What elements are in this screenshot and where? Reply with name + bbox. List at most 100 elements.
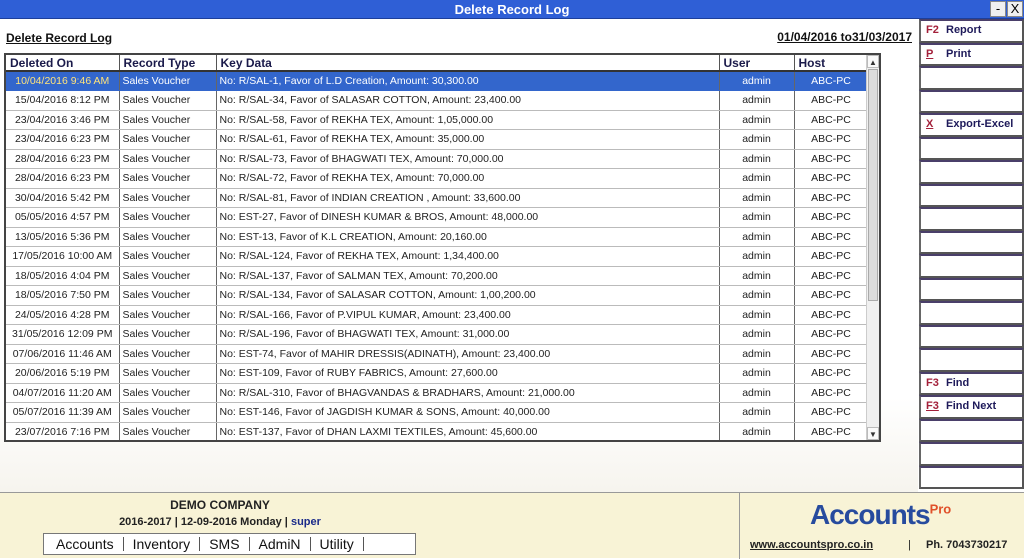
scroll-up-icon[interactable]: ▲ [867, 55, 879, 68]
table-row[interactable]: 05/07/2016 11:39 AM Sales Voucher No: EST-… [6, 402, 869, 423]
log-table: Deleted On Record Type Key Data User Host 10… [6, 55, 869, 440]
cell-deleted-on: 20/06/2016 5:19 PM [6, 363, 120, 384]
column-header-user[interactable]: User [719, 55, 795, 72]
table-row[interactable]: 31/05/2016 12:09 PM Sales Voucher No: R/SA… [6, 324, 869, 345]
date-range: 01/04/2016 to31/03/2017 [777, 30, 912, 44]
cell-record-type: Sales Voucher [119, 344, 217, 364]
sidebar-button-empty[interactable] [919, 277, 1024, 301]
sidebar-button-print[interactable]: P Print [919, 42, 1024, 66]
table-row[interactable]: 18/05/2016 4:04 PM Sales Voucher No: R/SAL… [6, 266, 869, 286]
shortcut-key: F2 [926, 24, 939, 36]
cell-record-type: Sales Voucher [119, 168, 217, 189]
table-row[interactable]: 04/07/2016 11:20 AM Sales Voucher No: R/SA… [6, 383, 869, 403]
table-row[interactable]: 23/07/2016 7:16 PM Sales Voucher No: EST-1… [6, 422, 869, 440]
cell-host: ABC-PC [794, 207, 869, 228]
menu-admin[interactable]: AdmiN [250, 537, 311, 551]
user-name: super [290, 516, 321, 528]
cell-record-type: Sales Voucher [119, 305, 217, 325]
table-row[interactable]: 07/06/2016 11:46 AM Sales Voucher No: EST-… [6, 344, 869, 364]
financial-year-date: 2016-2017 | 12-09-2016 Monday [119, 516, 282, 528]
cell-record-type: Sales Voucher [119, 363, 217, 384]
menu-accounts[interactable]: Accounts [44, 537, 124, 551]
table-row[interactable]: 13/05/2016 5:36 PM Sales Voucher No: EST-1… [6, 227, 869, 247]
table-row[interactable]: 05/05/2016 4:57 PM Sales Voucher No: EST-2… [6, 207, 869, 228]
cell-record-type: Sales Voucher [119, 422, 217, 440]
scroll-down-icon[interactable]: ▼ [867, 427, 879, 440]
close-button[interactable]: X [1007, 1, 1023, 17]
cell-user: admin [719, 227, 795, 247]
table-row[interactable]: 24/05/2016 4:28 PM Sales Voucher No: R/SAL… [6, 305, 869, 325]
table-row[interactable]: 10/04/2016 9:46 AM Sales Voucher No: R/SAL… [6, 71, 869, 91]
sidebar-button-find-next[interactable]: F3 Find Next [919, 395, 1024, 419]
cell-key-data: No: EST-74, Favor of MAHIR DRESSIS(ADINA… [216, 344, 720, 364]
sidebar-button-empty[interactable] [919, 207, 1024, 231]
cell-deleted-on: 18/05/2016 7:50 PM [6, 285, 120, 306]
table-row[interactable]: 20/06/2016 5:19 PM Sales Voucher No: EST-1… [6, 363, 869, 384]
sidebar-button-empty[interactable] [919, 418, 1024, 442]
sidebar-button-empty[interactable] [919, 442, 1024, 466]
cell-user: admin [719, 324, 795, 345]
main-panel: Delete Record Log 01/04/2016 to31/03/201… [0, 19, 918, 492]
cell-host: ABC-PC [794, 383, 869, 403]
button-label: Find [946, 376, 970, 389]
table-row[interactable]: 23/04/2016 6:23 PM Sales Voucher No: R/SAL… [6, 129, 869, 150]
sidebar-button-empty[interactable] [919, 301, 1024, 325]
cell-user: admin [719, 246, 795, 267]
cell-user: admin [719, 90, 795, 111]
cell-key-data: No: R/SAL-73, Favor of BHAGWATI TEX, Amo… [216, 149, 720, 169]
sidebar-button-empty[interactable] [919, 160, 1024, 184]
menu-utility[interactable]: Utility [311, 537, 364, 551]
minimize-button[interactable]: - [990, 1, 1006, 17]
button-label: Find Next [946, 400, 997, 412]
table-row[interactable]: 28/04/2016 6:23 PM Sales Voucher No: R/SAL… [6, 168, 869, 189]
cell-host: ABC-PC [794, 402, 869, 423]
sidebar-button-empty[interactable] [919, 136, 1024, 160]
menu-inventory[interactable]: Inventory [124, 537, 201, 551]
cell-user: admin [719, 344, 795, 364]
sidebar-button-report[interactable]: F2 Report [919, 19, 1024, 43]
cell-record-type: Sales Voucher [119, 90, 217, 111]
scroll-thumb[interactable] [868, 69, 878, 301]
column-header-deleted-on[interactable]: Deleted On [6, 55, 120, 72]
sidebar-button-empty[interactable] [919, 66, 1024, 90]
column-header-record-type[interactable]: Record Type [119, 55, 217, 72]
column-header-host[interactable]: Host [794, 55, 869, 72]
cell-key-data: No: R/SAL-134, Favor of SALASAR COTTON, … [216, 285, 720, 306]
menu-sms[interactable]: SMS [200, 537, 250, 551]
cell-host: ABC-PC [794, 227, 869, 247]
cell-key-data: No: R/SAL-1, Favor of L.D Creation, Amou… [216, 71, 720, 91]
cell-host: ABC-PC [794, 129, 869, 150]
cell-record-type: Sales Voucher [119, 285, 217, 306]
cell-host: ABC-PC [794, 305, 869, 325]
button-label: Report [946, 24, 982, 36]
cell-host: ABC-PC [794, 266, 869, 286]
cell-deleted-on: 07/06/2016 11:46 AM [6, 344, 120, 364]
table-row[interactable]: 15/04/2016 8:12 PM Sales Voucher No: R/SAL… [6, 90, 869, 111]
table-row[interactable]: 30/04/2016 5:42 PM Sales Voucher No: R/SAL… [6, 188, 869, 208]
sidebar-button-empty[interactable] [919, 254, 1024, 278]
cell-key-data: No: EST-146, Favor of JAGDISH KUMAR & SO… [216, 402, 720, 423]
sidebar-button-empty[interactable] [919, 324, 1024, 348]
sidebar-button-empty[interactable] [919, 89, 1024, 113]
sidebar-button-empty[interactable] [919, 348, 1024, 372]
sidebar-button-empty[interactable] [919, 183, 1024, 207]
table-row[interactable]: 28/04/2016 6:23 PM Sales Voucher No: R/SAL… [6, 149, 869, 169]
button-label: Print [946, 47, 972, 60]
cell-key-data: No: R/SAL-72, Favor of REKHA TEX, Amount… [216, 168, 720, 189]
delete-log-grid: Deleted On Record Type Key Data User Host 10… [4, 53, 881, 442]
cell-host: ABC-PC [794, 168, 869, 189]
vertical-scrollbar[interactable]: ▲ ▼ [866, 55, 879, 440]
sidebar-button-find[interactable]: F3 Find [919, 371, 1024, 395]
table-row[interactable]: 17/05/2016 10:00 AM Sales Voucher No: R/SA… [6, 246, 869, 267]
separator: | [908, 539, 911, 551]
sidebar-button-empty[interactable] [919, 230, 1024, 254]
table-row[interactable]: 18/05/2016 7:50 PM Sales Voucher No: R/SAL… [6, 285, 869, 306]
cell-host: ABC-PC [794, 363, 869, 384]
column-header-key-data[interactable]: Key Data [216, 55, 720, 72]
cell-user: admin [719, 71, 795, 91]
cell-key-data: No: R/SAL-310, Favor of BHAGVANDAS & BRA… [216, 383, 720, 403]
sidebar-button-export-excel[interactable]: X Export-Excel [919, 113, 1024, 137]
sidebar-button-empty[interactable] [919, 465, 1024, 489]
website-link[interactable]: www.accountspro.co.in [750, 539, 874, 551]
table-row[interactable]: 23/04/2016 3:46 PM Sales Voucher No: R/SAL… [6, 110, 869, 130]
